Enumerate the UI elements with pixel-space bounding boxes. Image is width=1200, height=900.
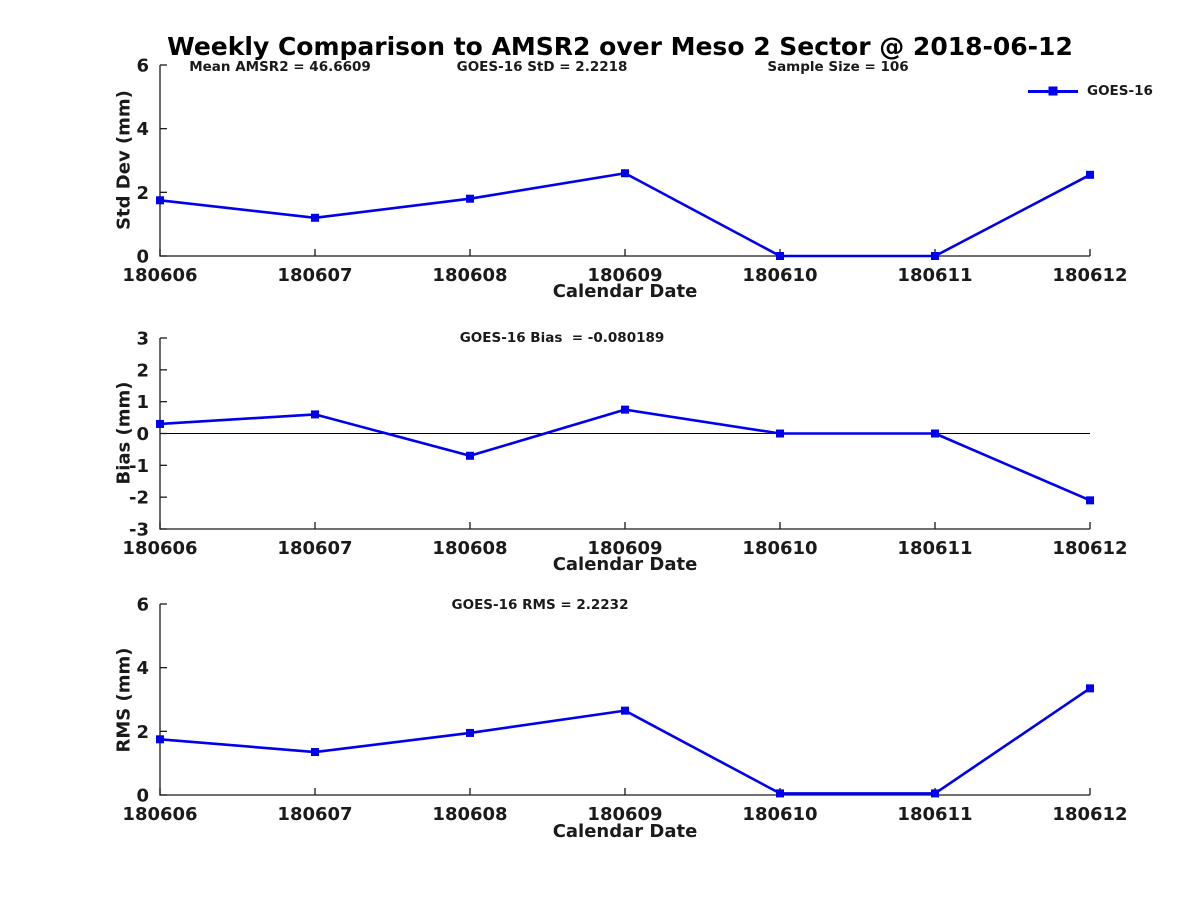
- x-tick-label: 180609: [587, 265, 662, 286]
- x-tick-label: 180606: [122, 265, 197, 286]
- legend: GOES-16: [1028, 83, 1153, 99]
- axis-line: [159, 604, 1090, 796]
- data-marker: [311, 213, 319, 222]
- x-tick-label: 180608: [432, 538, 507, 559]
- y-tick-label: 2: [136, 360, 149, 381]
- x-tick-label: 180609: [587, 804, 662, 825]
- xlabel-std-dev: Calendar Date: [552, 281, 698, 302]
- y-tick-label: -3: [129, 520, 149, 541]
- legend-square-marker-icon: [1048, 86, 1058, 96]
- xlabel-rms: Calendar Date: [552, 821, 698, 842]
- data-marker: [156, 419, 164, 428]
- data-marker: [776, 429, 784, 438]
- data-marker: [1086, 496, 1094, 505]
- x-tick-label: 180609: [587, 538, 662, 559]
- annotation-sample-size: Sample Size = 106: [767, 59, 909, 75]
- y-tick-label: -1: [129, 456, 149, 477]
- data-marker: [621, 405, 629, 414]
- annotation-goes16-bias: GOES-16 Bias = -0.080189: [459, 330, 665, 346]
- legend-line-icon: [1028, 86, 1078, 96]
- data-marker: [1086, 170, 1094, 179]
- x-tick-label: 180607: [277, 265, 352, 286]
- x-tick-label: 180606: [122, 804, 197, 825]
- y-tick-label: 4: [136, 119, 149, 140]
- y-tick-label: 6: [136, 56, 149, 77]
- data-marker: [156, 735, 164, 744]
- y-tick-label: -2: [129, 488, 149, 509]
- x-tick-label: 180610: [742, 538, 817, 559]
- data-line-goes-16: [159, 171, 1091, 258]
- x-tick-label: 180608: [432, 265, 507, 286]
- y-tick-label: 0: [136, 786, 149, 807]
- data-marker: [621, 169, 629, 178]
- y-tick-label: 1: [136, 392, 149, 413]
- xlabel-bias: Calendar Date: [552, 554, 698, 575]
- data-marker: [311, 748, 319, 757]
- x-tick-label: 180611: [897, 804, 972, 825]
- data-line-goes-16: [159, 408, 1091, 502]
- y-tick-label: 0: [136, 424, 149, 445]
- x-tick-label: 180612: [1052, 804, 1127, 825]
- annotation-goes16-rms: GOES-16 RMS = 2.2232: [451, 597, 629, 613]
- legend-label: GOES-16: [1087, 83, 1153, 99]
- data-marker: [621, 706, 629, 715]
- x-tick-label: 180611: [897, 538, 972, 559]
- y-tick-label: 2: [136, 183, 149, 204]
- plot-std-dev: 0 2 4 6 180606 180607 180608 180609 180610 180611…: [122, 56, 1127, 287]
- y-tick-label: 2: [136, 722, 149, 743]
- data-marker: [931, 252, 939, 260]
- x-tick-label: 180606: [122, 538, 197, 559]
- data-marker: [931, 789, 939, 798]
- x-tick-label: 180607: [277, 538, 352, 559]
- plot-rms: 0 2 4 6 180606 180607 180608 180609 180610 180611…: [122, 595, 1127, 826]
- y-tick-label: 3: [136, 329, 149, 350]
- annotation-goes16-std: GOES-16 StD = 2.2218: [456, 59, 628, 75]
- data-marker: [466, 451, 474, 460]
- data-marker: [776, 789, 784, 798]
- y-tick-label: 0: [136, 247, 149, 268]
- data-marker: [466, 194, 474, 203]
- data-marker: [156, 196, 164, 205]
- x-tick-label: 180608: [432, 804, 507, 825]
- data-marker: [466, 728, 474, 737]
- figure-title: Weekly Comparison to AMSR2 over Meso 2 S…: [167, 32, 1073, 61]
- axis-line: [159, 65, 1090, 257]
- data-marker: [776, 252, 784, 260]
- data-marker: [931, 429, 939, 438]
- data-marker: [1086, 684, 1094, 693]
- x-tick-label: 180610: [742, 265, 817, 286]
- x-tick-label: 180607: [277, 804, 352, 825]
- y-tick-label: 4: [136, 658, 149, 679]
- data-line-goes-16: [159, 687, 1091, 795]
- x-tick-label: 180611: [897, 265, 972, 286]
- data-marker: [311, 410, 319, 419]
- x-tick-label: 180612: [1052, 538, 1127, 559]
- y-tick-label: 6: [136, 595, 149, 616]
- annotation-mean-amsr2: Mean AMSR2 = 46.6609: [189, 59, 371, 75]
- x-tick-label: 180610: [742, 804, 817, 825]
- x-tick-label: 180612: [1052, 265, 1127, 286]
